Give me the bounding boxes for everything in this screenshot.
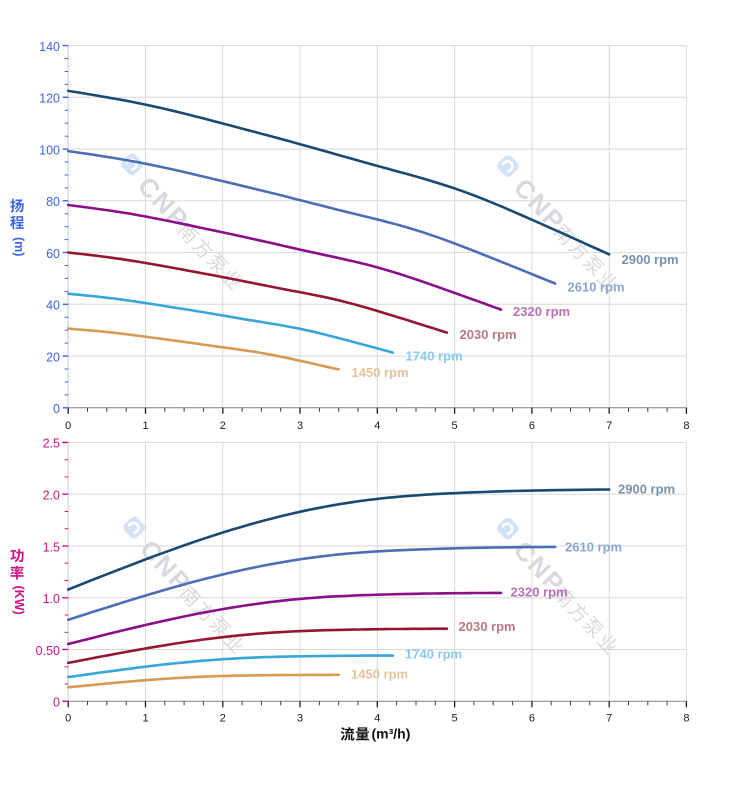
svg-text:2.0: 2.0	[43, 489, 60, 503]
svg-text:0.50: 0.50	[36, 644, 60, 658]
svg-text:(m³/h): (m³/h)	[372, 726, 411, 742]
svg-text:2900 rpm: 2900 rpm	[618, 482, 675, 497]
svg-text:2030 rpm: 2030 rpm	[459, 619, 516, 634]
svg-text:0: 0	[53, 696, 60, 710]
svg-text:5: 5	[452, 420, 458, 432]
svg-text:1: 1	[142, 713, 148, 725]
svg-text:2: 2	[220, 420, 226, 432]
svg-text:5: 5	[452, 713, 458, 725]
svg-text:6: 6	[529, 420, 535, 432]
svg-text:2610 rpm: 2610 rpm	[568, 280, 625, 295]
svg-text:40: 40	[46, 299, 60, 313]
svg-text:2320 rpm: 2320 rpm	[511, 585, 568, 600]
svg-text:140: 140	[39, 40, 60, 54]
svg-text:1.0: 1.0	[43, 592, 60, 606]
svg-text:80: 80	[46, 195, 60, 209]
svg-text:1450 rpm: 1450 rpm	[352, 365, 409, 380]
svg-text:(m): (m)	[12, 237, 26, 256]
svg-text:8: 8	[683, 713, 689, 725]
svg-text:4: 4	[374, 420, 380, 432]
svg-text:2030 rpm: 2030 rpm	[460, 327, 517, 342]
svg-text:4: 4	[374, 713, 380, 725]
svg-text:1.5: 1.5	[43, 540, 60, 554]
svg-text:2.5: 2.5	[43, 437, 60, 451]
svg-text:120: 120	[39, 92, 60, 106]
svg-text:60: 60	[46, 247, 60, 261]
svg-text:1740 rpm: 1740 rpm	[405, 647, 462, 662]
svg-text:1: 1	[142, 420, 148, 432]
svg-text:2320 rpm: 2320 rpm	[513, 304, 570, 319]
svg-text:100: 100	[39, 143, 60, 157]
svg-text:8: 8	[683, 420, 689, 432]
svg-text:2: 2	[220, 713, 226, 725]
svg-text:2610 rpm: 2610 rpm	[565, 540, 622, 555]
svg-text:0: 0	[53, 402, 60, 416]
svg-text:1450 rpm: 1450 rpm	[351, 667, 408, 682]
svg-text:7: 7	[606, 713, 612, 725]
svg-text:(KW): (KW)	[12, 586, 26, 615]
svg-text:1740 rpm: 1740 rpm	[406, 349, 463, 364]
svg-text:7: 7	[606, 420, 612, 432]
svg-text:0: 0	[65, 713, 71, 725]
svg-text:3: 3	[297, 713, 303, 725]
svg-text:2900 rpm: 2900 rpm	[622, 252, 679, 267]
svg-text:20: 20	[46, 350, 60, 364]
svg-text:0: 0	[65, 420, 71, 432]
svg-text:3: 3	[297, 420, 303, 432]
svg-text:6: 6	[529, 713, 535, 725]
